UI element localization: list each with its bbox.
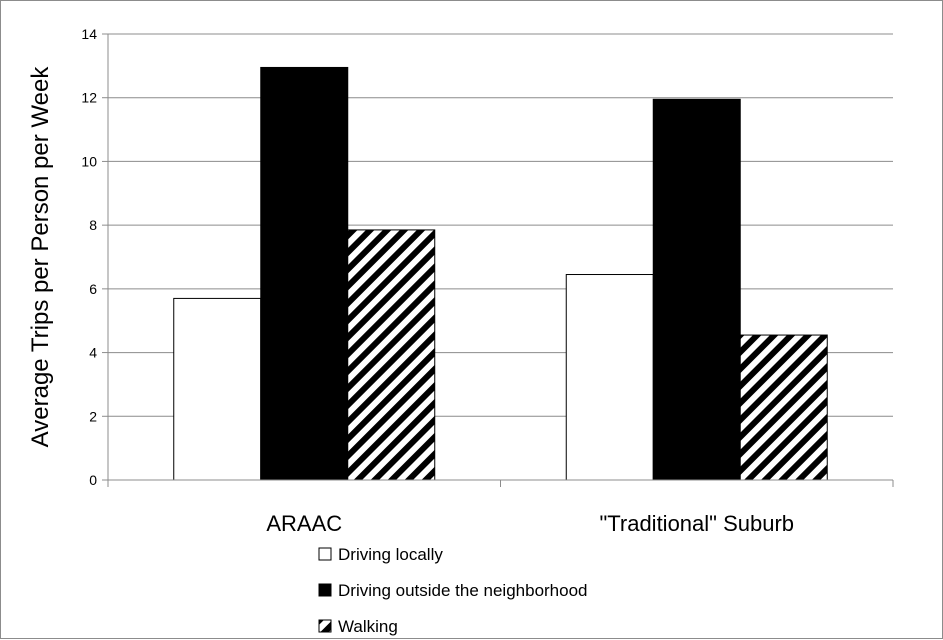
legend-swatch [318, 583, 332, 597]
legend-label: Driving locally [338, 545, 443, 564]
bar-traditional-suburb-2 [739, 334, 828, 481]
bar-araac-2 [347, 229, 436, 481]
y-tick-label: 12 [81, 90, 97, 106]
legend-swatch [318, 619, 332, 633]
y-tick-label: 6 [89, 281, 97, 297]
bars [173, 66, 828, 481]
bar-traditional-suburb-1 [652, 98, 741, 481]
legend-label: Driving outside the neighborhood [338, 581, 588, 600]
legend-label: Walking [338, 617, 398, 636]
category-label: "Traditional" Suburb [599, 511, 794, 536]
category-labels: ARAAC "Traditional" Suburb [266, 511, 794, 536]
y-tick-labels: 0 2 4 6 8 10 12 14 [81, 26, 97, 488]
bar-traditional-suburb-0 [565, 274, 654, 481]
y-tick-label: 4 [89, 345, 97, 361]
y-tick-label: 2 [89, 408, 97, 424]
y-tick-label: 10 [81, 153, 97, 169]
legend: Driving locally Driving outside the neigh… [318, 545, 588, 636]
bar-araac-0 [173, 297, 262, 481]
y-tick-label: 14 [81, 26, 97, 42]
y-tick-label: 0 [89, 472, 97, 488]
bar-araac-1 [260, 66, 349, 481]
category-label: ARAAC [266, 511, 342, 536]
axes [107, 34, 894, 487]
legend-swatch [318, 547, 332, 561]
y-tick-label: 8 [89, 217, 97, 233]
y-axis-title: Average Trips per Person per Week [27, 66, 54, 448]
